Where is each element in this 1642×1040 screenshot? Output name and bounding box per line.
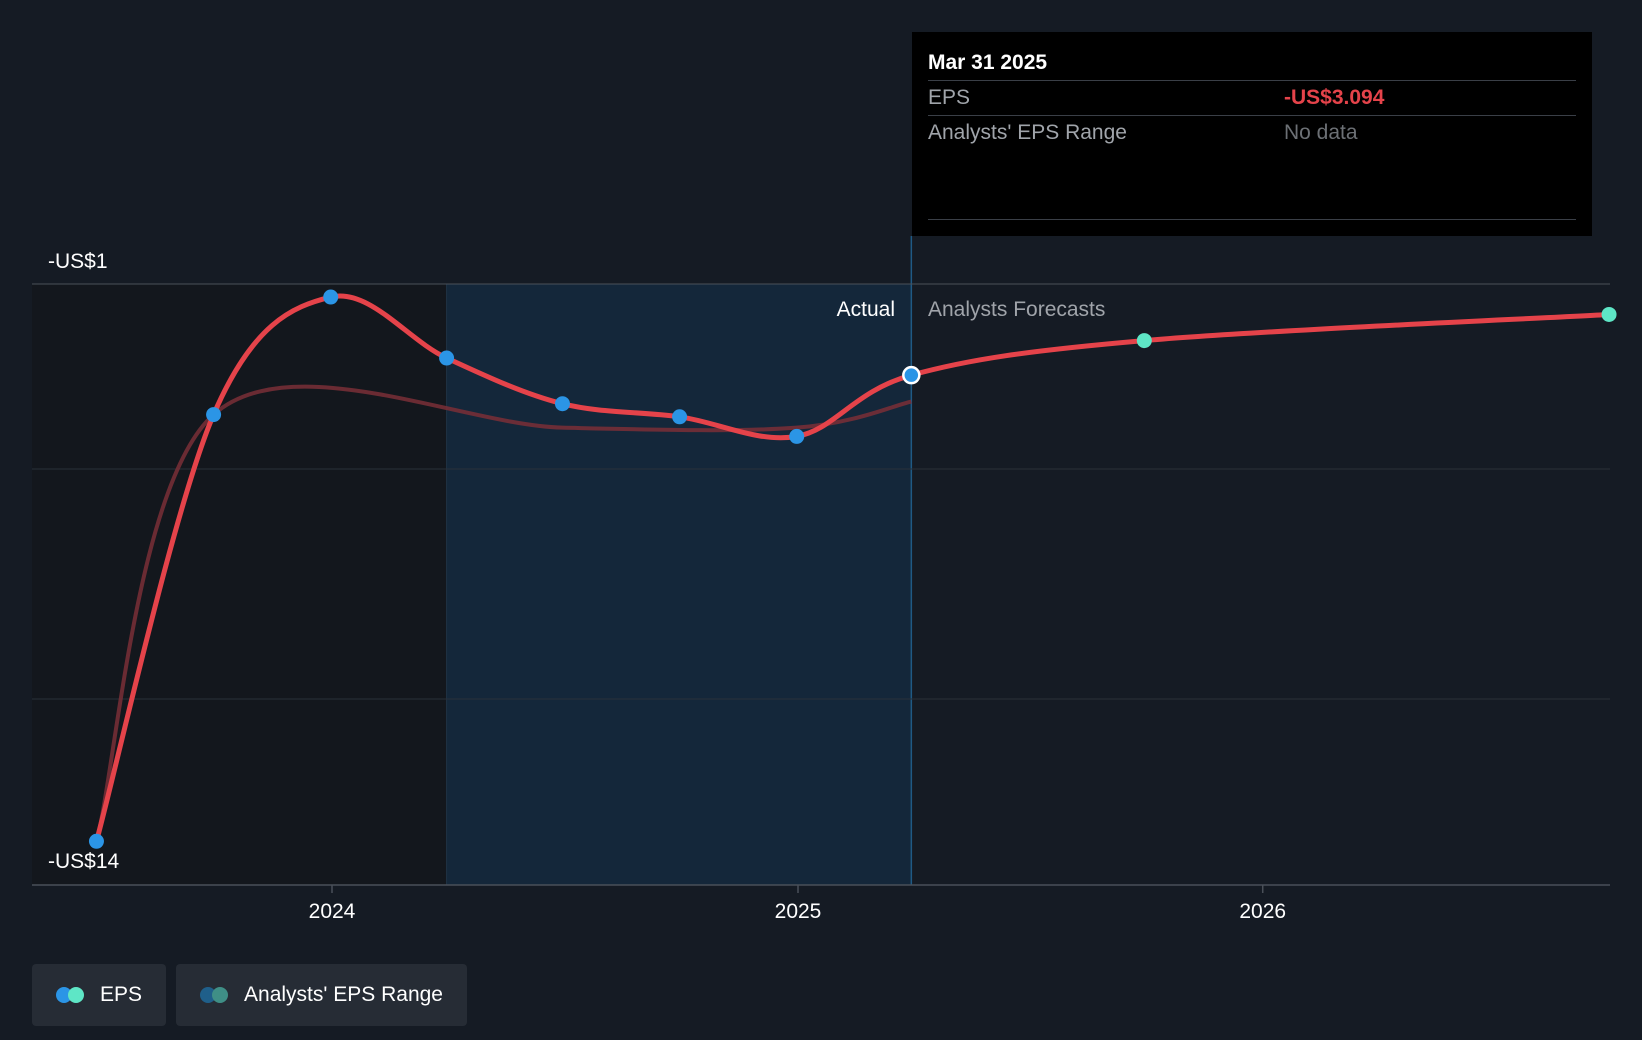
- y-axis-max-label: -US$1: [48, 250, 108, 273]
- tooltip-divider: [928, 219, 1576, 220]
- eps-actual-point: [323, 289, 339, 305]
- tooltip-range-row: Analysts' EPS Range No data: [928, 115, 1576, 150]
- trailing-series-line: [94, 384, 912, 842]
- legend-eps-label: EPS: [100, 983, 143, 1006]
- eps-actual-point: [439, 350, 455, 366]
- eps-actual-point: [88, 833, 104, 849]
- recent-actual-region-shade: [446, 284, 912, 885]
- tooltip-eps-label: EPS: [928, 86, 971, 109]
- eps-highlight-point: [902, 365, 921, 385]
- tooltip-eps-value: -US$3.094: [1284, 86, 1385, 109]
- eps-actual-point: [672, 409, 688, 425]
- forecast-section-label: Analysts Forecasts: [928, 298, 1105, 321]
- legend-range-button[interactable]: Analysts' EPS Range: [176, 964, 467, 1026]
- x-tick-label: 2024: [309, 900, 356, 923]
- eps-forecast-point: [1136, 333, 1152, 349]
- eps-actual-point: [206, 407, 222, 423]
- chart-legend: EPS Analysts' EPS Range: [32, 964, 467, 1026]
- eps-actual-point: [554, 396, 570, 412]
- tooltip-date: Mar 31 2025: [928, 51, 1048, 74]
- eps-actual-point: [789, 428, 805, 444]
- x-tick-label: 2026: [1239, 900, 1286, 923]
- x-tick-label: 2025: [775, 900, 822, 923]
- data-tooltip: Mar 31 2025 EPS -US$3.094 Analysts' EPS …: [912, 32, 1592, 236]
- tooltip-range-label: Analysts' EPS Range: [928, 121, 1127, 144]
- legend-eps-button[interactable]: EPS: [32, 964, 167, 1026]
- eps-forecast-point: [1601, 306, 1617, 322]
- actual-section-label: Actual: [837, 298, 895, 321]
- tooltip-range-value: No data: [1284, 121, 1358, 144]
- eps-legend-icon: [56, 987, 86, 1003]
- y-axis-min-label: -US$14: [48, 850, 120, 873]
- past-region-shade: [32, 284, 447, 885]
- range-legend-icon: [200, 987, 230, 1003]
- legend-range-label: Analysts' EPS Range: [244, 983, 443, 1006]
- tooltip-eps-row: EPS -US$3.094: [928, 80, 1576, 115]
